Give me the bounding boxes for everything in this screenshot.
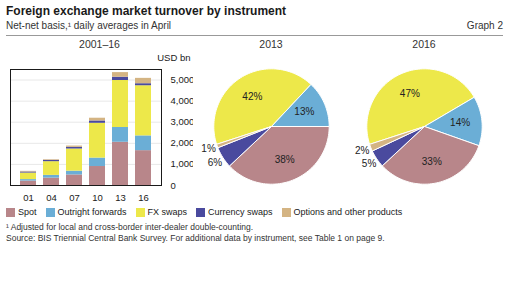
svg-text:2,000: 2,000: [171, 137, 194, 148]
html-text:¹ Adjusted for local and cross: ¹ Adjusted for local and cross-border in…: [6, 222, 254, 232]
svg-text:16: 16: [138, 192, 149, 203]
svg-text:1,000: 1,000: [171, 158, 194, 169]
svg-text:01: 01: [23, 192, 34, 203]
svg-text:13: 13: [115, 192, 126, 203]
html-text:Source: BIS Triennial Central: Source: BIS Triennial Central Bank Surve…: [6, 233, 385, 243]
svg-text:07: 07: [69, 192, 80, 203]
svg-text:0: 0: [171, 180, 176, 191]
html-text:2016: 2016: [412, 38, 436, 50]
svg-text:3,000: 3,000: [171, 116, 194, 127]
svg-text:6%: 6%: [208, 157, 223, 168]
svg-text:13%: 13%: [294, 106, 314, 117]
html-text:Spot: Spot: [18, 207, 37, 217]
html-text:2013: 2013: [259, 38, 283, 50]
svg-text:42%: 42%: [242, 90, 262, 101]
svg-text:47%: 47%: [400, 88, 420, 99]
svg-text:1%: 1%: [201, 143, 216, 154]
svg-text:14%: 14%: [450, 117, 470, 128]
html-text:FX swaps: FX swaps: [147, 207, 188, 217]
svg-text:5,000: 5,000: [171, 74, 194, 85]
html-text:Outright forwards: Outright forwards: [57, 207, 127, 217]
html-text:Currency swaps: Currency swaps: [208, 207, 273, 217]
svg-text:04: 04: [46, 192, 57, 203]
svg-text:5%: 5%: [362, 158, 377, 169]
html-text:Net-net basis,¹ daily averages: Net-net basis,¹ daily averages in April: [6, 20, 172, 31]
svg-text:2%: 2%: [355, 145, 370, 156]
svg-text:USD bn: USD bn: [157, 52, 190, 63]
html-text:Graph 2: Graph 2: [466, 20, 503, 31]
svg-text:4,000: 4,000: [171, 95, 194, 106]
svg-text:33%: 33%: [422, 156, 442, 167]
svg-text:10: 10: [92, 192, 103, 203]
html-text:Foreign exchange market turnov: Foreign exchange market turnover by inst…: [6, 4, 287, 18]
svg-text:38%: 38%: [275, 154, 295, 165]
html-text:2001–16: 2001–16: [79, 38, 120, 50]
html-text:Options and other products: Options and other products: [293, 207, 403, 217]
